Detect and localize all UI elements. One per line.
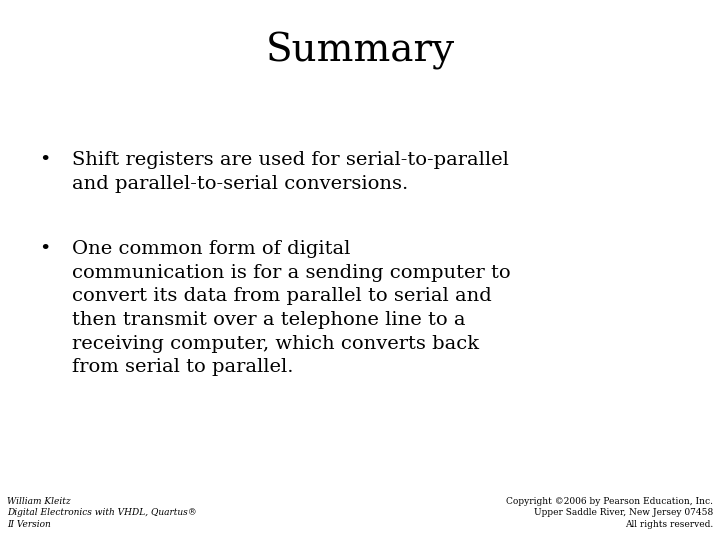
Text: One common form of digital
communication is for a sending computer to
convert it: One common form of digital communication… — [72, 240, 510, 376]
Text: •: • — [40, 151, 51, 169]
Text: Summary: Summary — [266, 32, 454, 70]
Text: •: • — [40, 240, 51, 258]
Text: Copyright ©2006 by Pearson Education, Inc.
Upper Saddle River, New Jersey 07458
: Copyright ©2006 by Pearson Education, In… — [505, 497, 713, 529]
Text: Shift registers are used for serial-to-parallel
and parallel-to-serial conversio: Shift registers are used for serial-to-p… — [72, 151, 509, 193]
Text: William Kleitz
Digital Electronics with VHDL, Quartus®
II Version: William Kleitz Digital Electronics with … — [7, 497, 197, 529]
